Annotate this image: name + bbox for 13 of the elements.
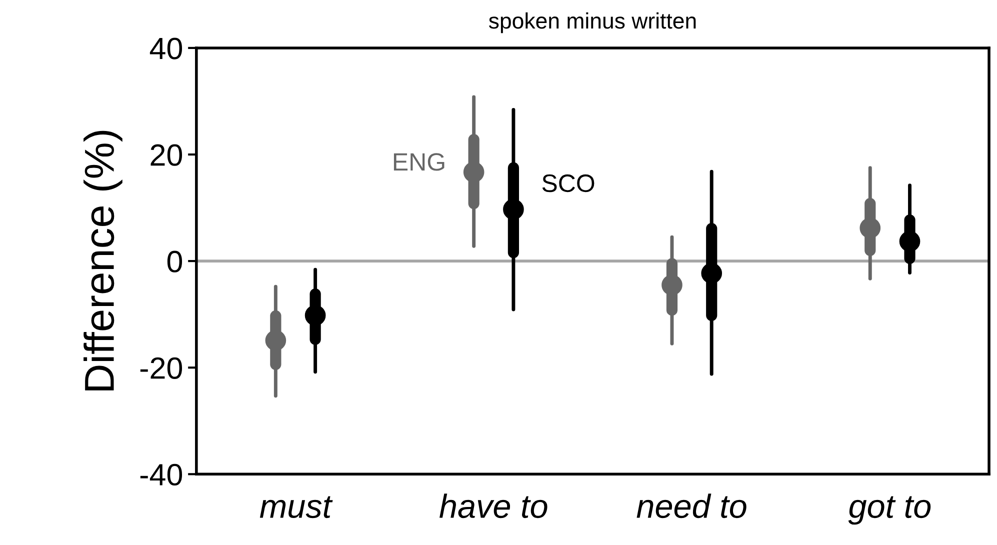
y-tick-label: 20	[150, 144, 182, 166]
x-tick-label: have to	[440, 494, 548, 518]
series-label: ENG	[394, 153, 444, 171]
chart-title: spoken minus written	[488, 12, 696, 34]
x-tick-label: need to	[636, 494, 746, 518]
y-tick-label: 0	[167, 250, 182, 272]
y-axis-title: Difference (%)	[84, 130, 122, 390]
y-tick-label: -40	[140, 464, 182, 486]
series-label: SCO	[542, 174, 594, 192]
y-tick-label: -20	[140, 357, 182, 379]
x-tick-label: got to	[848, 496, 931, 525]
y-tick-label: 40	[150, 38, 182, 60]
x-tick-label: must	[260, 496, 333, 518]
